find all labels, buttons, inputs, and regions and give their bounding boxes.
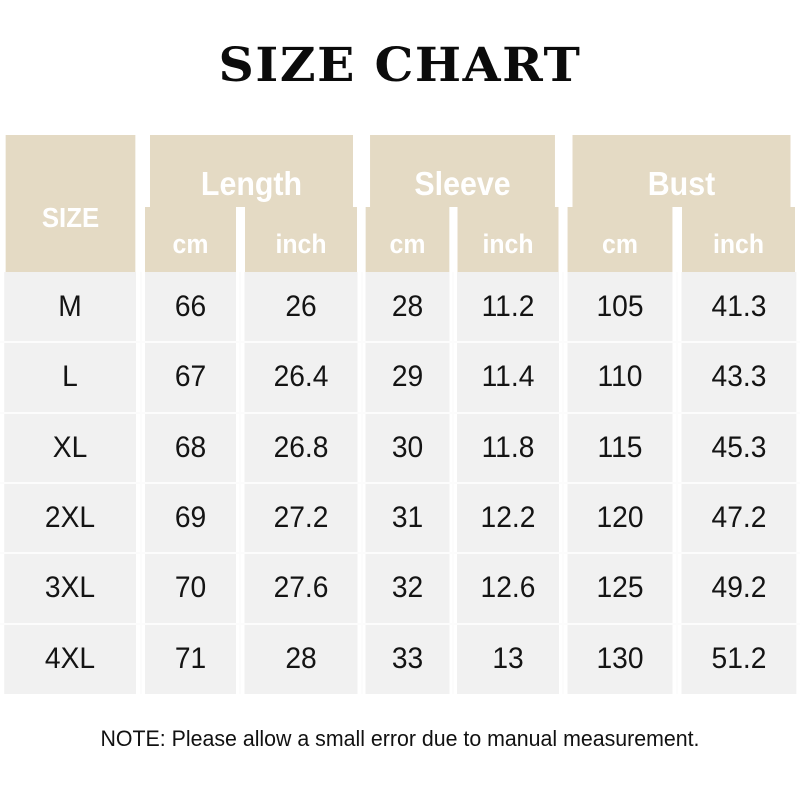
cell-sleeve-inch: 13 (456, 623, 561, 694)
page-title: SIZE CHART (218, 38, 582, 93)
cell-bust-cm: 125 (566, 553, 675, 625)
cell-length-cm: 69 (143, 482, 238, 555)
title-banner: SIZE CHART (0, 0, 800, 135)
cell-sleeve-inch: 11.2 (456, 272, 561, 344)
cell-size: L (4, 342, 138, 414)
cell-length-inch: 26.4 (243, 342, 360, 414)
cell-bust-inch: 49.2 (680, 553, 797, 625)
cell-size: 4XL (4, 623, 138, 694)
header-group-row: SIZE Length Sleeve Bust (0, 135, 800, 272)
size-chart-table: SIZE Length Sleeve Bust cm inch cm inch … (0, 135, 800, 694)
table-row: 3XL 70 27.6 32 12.6 125 49.2 (0, 553, 800, 625)
cell-sleeve-cm: 32 (364, 553, 452, 625)
cell-length-inch: 27.6 (243, 553, 360, 625)
footer-note-area: NOTE: Please allow a small error due to … (0, 694, 800, 800)
cell-length-cm: 71 (143, 623, 238, 694)
table-row: M 66 26 28 11.2 105 41.3 (0, 272, 800, 344)
cell-sleeve-inch: 11.4 (456, 342, 561, 414)
table-row: L 67 26.4 29 11.4 110 43.3 (0, 342, 800, 414)
cell-length-cm: 68 (143, 412, 238, 484)
cell-sleeve-cm: 33 (364, 623, 452, 694)
cell-bust-inch: 47.2 (680, 482, 797, 555)
table-body: M 66 26 28 11.2 105 41.3 L 67 26.4 29 11… (0, 272, 800, 694)
cell-size: XL (4, 412, 138, 484)
cell-length-cm: 67 (143, 342, 238, 414)
cell-sleeve-inch: 12.6 (456, 553, 561, 625)
cell-sleeve-cm: 30 (364, 412, 452, 484)
unit-header-length-cm: cm (144, 207, 237, 272)
table-header: SIZE Length Sleeve Bust cm inch cm inch … (0, 135, 800, 272)
cell-length-inch: 28 (243, 623, 360, 694)
cell-bust-inch: 51.2 (680, 623, 797, 694)
cell-sleeve-cm: 29 (364, 342, 452, 414)
cell-length-inch: 26.8 (243, 412, 360, 484)
unit-header-sleeve-inch: inch (457, 207, 559, 272)
unit-header-sleeve-cm: cm (365, 207, 450, 272)
column-group-header-length: Length (149, 135, 354, 207)
cell-bust-cm: 115 (566, 412, 675, 484)
cell-length-inch: 27.2 (243, 482, 360, 555)
cell-bust-inch: 43.3 (680, 342, 797, 414)
column-group-header-bust: Bust (572, 135, 791, 207)
cell-bust-cm: 130 (566, 623, 675, 694)
cell-length-inch: 26 (243, 272, 360, 344)
cell-sleeve-inch: 12.2 (456, 482, 561, 555)
cell-length-cm: 70 (143, 553, 238, 625)
cell-size: M (4, 272, 138, 344)
table-row: 2XL 69 27.2 31 12.2 120 47.2 (0, 482, 800, 555)
header-unit-row: cm inch cm inch cm inch (0, 207, 800, 272)
table-row: XL 68 26.8 30 11.8 115 45.3 (0, 412, 800, 484)
cell-bust-inch: 41.3 (680, 272, 797, 344)
unit-header-bust-inch: inch (681, 207, 796, 272)
column-group-header-sleeve: Sleeve (370, 135, 555, 207)
unit-header-length-inch: inch (244, 207, 358, 272)
cell-bust-inch: 45.3 (680, 412, 797, 484)
cell-sleeve-inch: 11.8 (456, 412, 561, 484)
table-row: 4XL 71 28 33 13 130 51.2 (0, 623, 800, 694)
cell-bust-cm: 105 (566, 272, 675, 344)
unit-header-bust-cm: cm (567, 207, 673, 272)
cell-size: 2XL (4, 482, 138, 555)
cell-bust-cm: 120 (566, 482, 675, 555)
column-header-size: SIZE (5, 135, 136, 272)
measurement-note: NOTE: Please allow a small error due to … (100, 726, 700, 751)
cell-length-cm: 66 (143, 272, 238, 344)
cell-sleeve-cm: 31 (364, 482, 452, 555)
cell-size: 3XL (4, 553, 138, 625)
cell-sleeve-cm: 28 (364, 272, 452, 344)
cell-bust-cm: 110 (566, 342, 675, 414)
